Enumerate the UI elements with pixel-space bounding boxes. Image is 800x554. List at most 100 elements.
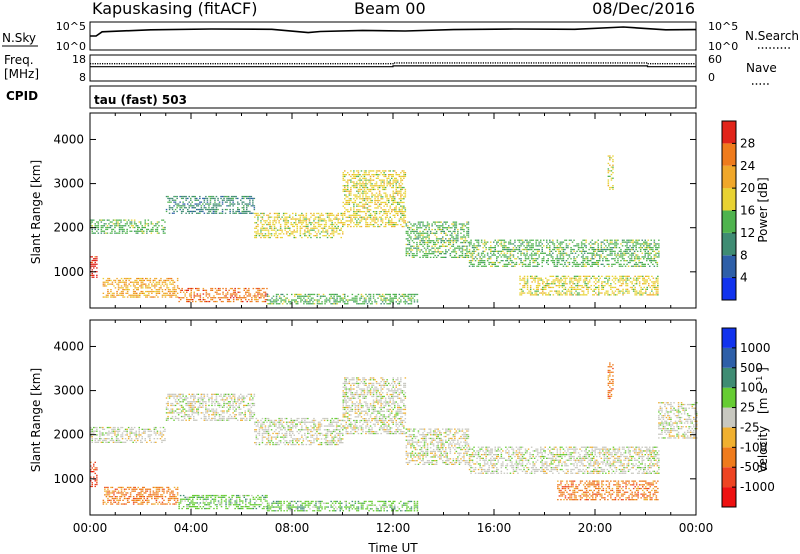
data-cell — [281, 303, 284, 305]
data-cell — [530, 248, 533, 251]
data-cell — [401, 212, 404, 215]
data-cell — [511, 250, 513, 252]
data-cell — [363, 218, 366, 220]
data-cell — [120, 436, 122, 438]
data-cell — [527, 241, 530, 243]
data-cell — [564, 279, 567, 281]
data-cell — [537, 288, 539, 290]
data-cell — [384, 299, 387, 301]
data-cell — [120, 434, 122, 436]
data-cell — [587, 275, 589, 277]
data-cell — [522, 286, 524, 289]
data-cell — [477, 261, 480, 264]
data-cell — [434, 249, 436, 251]
data-cell — [319, 295, 322, 297]
data-cell — [429, 241, 432, 244]
data-cell — [381, 301, 384, 303]
data-cell — [523, 275, 526, 277]
data-cell — [439, 227, 441, 229]
data-cell — [120, 225, 122, 227]
data-cell — [606, 254, 609, 256]
data-cell — [328, 299, 331, 301]
data-cell — [348, 192, 351, 194]
data-cell — [368, 170, 370, 172]
data-cell — [138, 434, 140, 436]
data-cell — [289, 233, 291, 235]
data-cell — [403, 293, 405, 296]
data-cell — [298, 214, 300, 216]
data-cell — [199, 300, 202, 303]
data-cell — [246, 195, 248, 198]
data-cell — [248, 295, 250, 297]
data-cell — [546, 283, 548, 285]
data-cell — [344, 295, 346, 297]
data-cell — [307, 218, 309, 220]
data-cell — [425, 238, 427, 240]
data-cell — [357, 192, 360, 194]
data-cell — [264, 295, 267, 297]
data-cell — [567, 258, 569, 260]
data-cell — [255, 227, 258, 229]
data-cell — [213, 297, 215, 299]
data-cell — [380, 181, 382, 183]
data-cell — [534, 279, 536, 281]
nave-label: Nave — [746, 61, 777, 75]
data-cell — [371, 214, 373, 216]
data-cell — [120, 219, 122, 221]
data-cell — [123, 277, 126, 280]
data-cell — [641, 239, 643, 241]
data-cell — [372, 175, 375, 178]
data-cell — [258, 214, 261, 216]
data-cell — [477, 254, 480, 256]
data-cell — [458, 245, 461, 247]
data-cell — [655, 279, 658, 281]
data-cell — [347, 225, 349, 228]
data-cell — [533, 260, 536, 262]
data-cell — [350, 220, 352, 222]
data-cell — [347, 201, 349, 204]
data-cell — [454, 249, 456, 251]
data-cell — [599, 256, 601, 258]
data-cell — [609, 157, 611, 159]
data-cell — [115, 430, 118, 432]
data-cell — [186, 289, 188, 291]
data-cell — [508, 258, 510, 260]
data-cell — [413, 228, 415, 231]
data-cell — [363, 205, 366, 207]
data-cell — [147, 223, 150, 225]
data-cell — [647, 247, 649, 249]
data-cell — [329, 220, 332, 222]
data-cell — [199, 293, 202, 295]
data-cell — [550, 250, 553, 252]
data-cell — [497, 265, 499, 267]
data-cell — [577, 263, 580, 265]
colorbar-tick-label: 4 — [740, 271, 748, 285]
data-cell — [359, 183, 361, 185]
data-cell — [368, 293, 370, 296]
data-cell — [482, 252, 484, 254]
data-cell — [650, 261, 652, 264]
data-cell — [318, 299, 320, 301]
data-cell — [318, 303, 320, 305]
data-cell — [639, 243, 642, 245]
data-cell — [141, 228, 143, 231]
data-cell — [540, 279, 542, 281]
data-cell — [576, 261, 578, 264]
data-cell — [94, 258, 96, 260]
data-cell — [347, 188, 349, 191]
data-cell — [357, 190, 360, 192]
data-cell — [547, 258, 549, 260]
data-cell — [357, 179, 360, 181]
data-cell — [142, 277, 144, 280]
data-cell — [391, 198, 393, 200]
data-cell — [264, 236, 267, 239]
data-cell — [643, 277, 645, 279]
data-cell — [380, 198, 382, 200]
data-cell — [446, 221, 448, 223]
data-cell — [559, 252, 562, 254]
data-cell — [592, 294, 594, 296]
data-cell — [307, 297, 310, 299]
data-cell — [497, 256, 499, 258]
data-cell — [107, 296, 109, 298]
data-cell — [304, 233, 306, 235]
